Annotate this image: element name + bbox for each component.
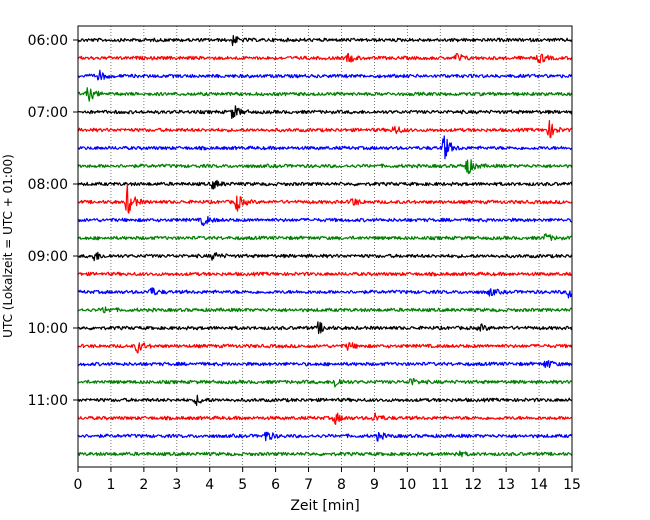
x-tick-label: 15: [563, 477, 581, 493]
x-axis-label: Zeit [min]: [290, 498, 359, 514]
y-tick-label: 08:00: [28, 177, 68, 193]
trace-line: [77, 306, 573, 314]
y-axis-label: UTC (Lokalzeit = UTC + 01:00): [1, 154, 15, 338]
y-tick-label: 06:00: [28, 33, 68, 49]
x-tick-label: 8: [337, 477, 346, 493]
x-tick-label: 3: [172, 477, 181, 493]
x-axis-ticks: 0 1 2 3 4 5 6 7 8 9 10 11 12 13 14 15: [74, 467, 581, 493]
trace-line: [77, 394, 573, 406]
x-tick-label: 4: [205, 477, 214, 493]
y-tick-label: 10:00: [28, 321, 68, 337]
trace-line: [77, 377, 573, 388]
trace-line: [77, 179, 573, 190]
trace-line: [77, 184, 573, 214]
trace-line: [77, 360, 572, 369]
trace-line: [77, 321, 573, 335]
trace-line: [77, 342, 573, 354]
trace-line: [77, 159, 573, 175]
trace-line: [77, 119, 573, 139]
trace-line: [77, 105, 573, 120]
trace-line: [77, 412, 573, 425]
x-tick-label: 7: [304, 477, 313, 493]
x-tick-label: 10: [398, 477, 416, 493]
x-tick-label: 9: [370, 477, 379, 493]
y-tick-label: 07:00: [28, 105, 68, 121]
trace-group: [77, 34, 573, 458]
y-tick-label: 11:00: [28, 393, 68, 409]
trace-line: [77, 271, 573, 277]
x-tick-label: 5: [238, 477, 247, 493]
x-tick-label: 6: [271, 477, 280, 493]
trace-line: [77, 34, 573, 47]
x-tick-label: 12: [464, 477, 482, 493]
x-tick-label: 0: [74, 477, 83, 493]
trace-line: [77, 87, 573, 102]
plot-frame: [77, 25, 573, 468]
x-tick-label: 2: [139, 477, 148, 493]
x-tick-label: 1: [106, 477, 115, 493]
x-tick-label: 11: [431, 477, 449, 493]
y-tick-label: 09:00: [28, 249, 68, 265]
trace-line: [77, 287, 573, 299]
trace-line: [77, 251, 573, 262]
trace-line: [77, 431, 573, 442]
trace-line: [77, 69, 573, 81]
x-tick-label: 13: [497, 477, 515, 493]
x-tick-label: 14: [530, 477, 548, 493]
y-axis-ticks: 06:00 07:00 08:00 09:00 10:00 11:00: [28, 33, 78, 409]
trace-line: [77, 233, 573, 241]
trace-line: [77, 450, 573, 458]
trace-line: [77, 52, 573, 64]
trace-line: [77, 215, 573, 227]
trace-line: [77, 135, 573, 160]
